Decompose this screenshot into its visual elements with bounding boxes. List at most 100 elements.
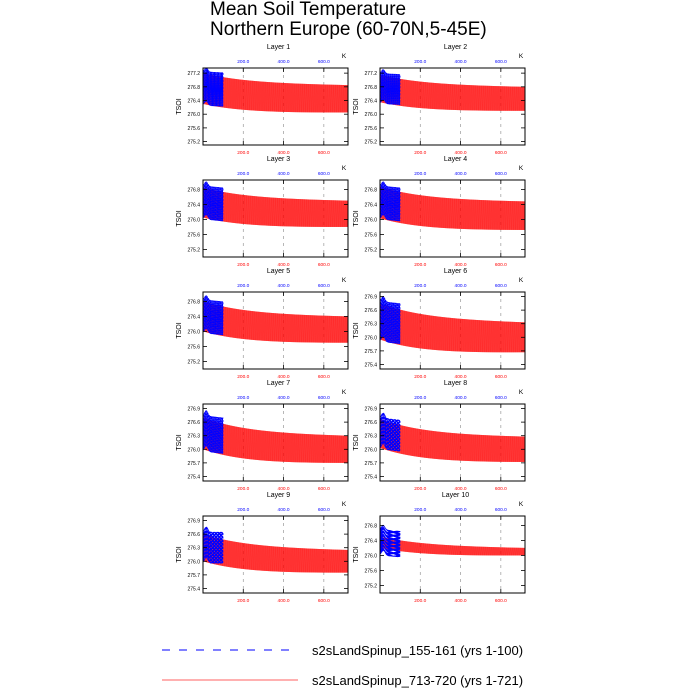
chart-panel-10: Layer 10 K 276.8 276.4 276.0 275.6 275.2 TSOI 20… — [353, 492, 526, 604]
ytick-label: 276.0 — [187, 447, 200, 453]
y-axis-label: TSOI — [176, 434, 183, 450]
chart-panel-9: Layer 9 K 276.9 276.6 276.3 276.0 275.7 275.4 TS… — [176, 492, 349, 604]
series-line-713-720 — [380, 536, 526, 556]
xtick-top-label: 600.0 — [318, 283, 330, 289]
xtick-bottom-label: 200.0 — [237, 598, 249, 604]
series-line-155-161 — [379, 412, 401, 452]
xtick-bottom-label: 400.0 — [278, 150, 290, 156]
xtick-bottom-label: 600.0 — [495, 598, 507, 604]
ytick-label: 276.4 — [187, 314, 200, 320]
xtick-top-label: 600.0 — [495, 395, 507, 401]
xtick-bottom-label: 600.0 — [318, 598, 330, 604]
legend-entry-2: s2sLandSpinup_713-720 (yrs 1-721) — [160, 672, 640, 692]
ytick-label: 275.6 — [187, 232, 200, 238]
chart-panel-6: Layer 6 K 276.9 276.6 276.3 276.0 275.7 275.4 TS… — [353, 268, 526, 380]
plot-frame — [379, 179, 526, 258]
ytick-label: 276.6 — [364, 420, 377, 426]
panel-title: Layer 1 — [267, 44, 290, 51]
ytick-label: 276.8 — [364, 85, 377, 91]
y-axis-label: TSOI — [176, 322, 183, 338]
xtick-bottom-label: 600.0 — [318, 150, 330, 156]
xtick-top-label: 400.0 — [278, 59, 290, 65]
series-line-155-161 — [379, 524, 401, 558]
y-axis-label: TSOI — [353, 434, 360, 450]
xtick-top-label: 600.0 — [318, 59, 330, 65]
ytick-label: 275.6 — [364, 126, 377, 132]
xtick-top-label: 200.0 — [414, 395, 426, 401]
chart-panel-2: Layer 2 K 277.2 276.8 276.4 276.0 275.6 275.2 TS… — [353, 44, 526, 156]
xtick-top-label: 400.0 — [455, 395, 467, 401]
ytick-label: 276.3 — [187, 434, 200, 440]
ytick-label: 276.4 — [187, 202, 200, 208]
ytick-label: 276.8 — [187, 299, 200, 305]
ytick-label: 275.7 — [364, 349, 377, 355]
xtick-top-label: 400.0 — [455, 59, 467, 65]
series-line-713-720 — [203, 417, 349, 463]
xtick-bottom-label: 400.0 — [455, 598, 467, 604]
ytick-label: 276.0 — [187, 112, 200, 118]
top-axis-label: K — [342, 165, 347, 172]
panel-title: Layer 8 — [444, 380, 467, 387]
ytick-label: 276.3 — [364, 322, 377, 328]
top-axis-label: K — [519, 165, 524, 172]
plot-frame — [202, 403, 349, 482]
xtick-bottom-label: 600.0 — [318, 374, 330, 380]
xtick-bottom-label: 200.0 — [414, 150, 426, 156]
series-line-713-720 — [380, 303, 526, 353]
xtick-bottom-label: 200.0 — [414, 486, 426, 492]
ytick-label: 276.0 — [364, 447, 377, 453]
xtick-top-label: 400.0 — [278, 507, 290, 513]
ytick-label: 276.6 — [364, 308, 377, 314]
plot-frame — [202, 515, 349, 594]
xtick-bottom-label: 400.0 — [278, 374, 290, 380]
series-line-713-720 — [203, 534, 349, 573]
xtick-top-label: 600.0 — [318, 171, 330, 177]
xtick-bottom-label: 200.0 — [237, 150, 249, 156]
y-axis-label: TSOI — [353, 210, 360, 226]
ytick-label: 276.3 — [364, 434, 377, 440]
panel-title: Layer 7 — [267, 380, 290, 387]
plot-frame — [379, 515, 526, 594]
legend-label-2: s2sLandSpinup_713-720 (yrs 1-721) — [312, 673, 524, 688]
y-axis-label: TSOI — [353, 322, 360, 338]
series-line-713-720 — [203, 187, 349, 227]
top-axis-label: K — [519, 277, 524, 284]
ytick-label: 275.2 — [187, 359, 200, 365]
ytick-label: 275.2 — [364, 583, 377, 589]
ytick-label: 275.7 — [187, 461, 200, 467]
xtick-bottom-label: 600.0 — [318, 262, 330, 268]
ytick-label: 276.0 — [364, 217, 377, 223]
xtick-top-label: 200.0 — [414, 171, 426, 177]
legend-label-1: s2sLandSpinup_155-161 (yrs 1-100) — [312, 643, 524, 658]
ytick-label: 276.6 — [187, 532, 200, 538]
ytick-label: 276.4 — [364, 202, 377, 208]
y-axis-label: TSOI — [353, 98, 360, 114]
xtick-bottom-label: 400.0 — [278, 598, 290, 604]
plot-frame — [202, 291, 349, 370]
xtick-top-label: 600.0 — [495, 59, 507, 65]
xtick-top-label: 400.0 — [455, 507, 467, 513]
xtick-top-label: 200.0 — [237, 59, 249, 65]
ytick-label: 277.2 — [187, 71, 200, 77]
xtick-bottom-label: 400.0 — [278, 262, 290, 268]
chart-panel-3: Layer 3 K 276.8 276.4 276.0 275.6 275.2 TSOI 200… — [176, 156, 349, 268]
ytick-label: 275.2 — [187, 140, 200, 146]
panel-title: Layer 5 — [267, 268, 290, 275]
xtick-top-label: 600.0 — [495, 283, 507, 289]
xtick-top-label: 200.0 — [414, 59, 426, 65]
series-line-713-720 — [203, 301, 349, 343]
xtick-top-label: 200.0 — [237, 283, 249, 289]
top-axis-label: K — [519, 53, 524, 60]
xtick-bottom-label: 400.0 — [455, 374, 467, 380]
xtick-bottom-label: 600.0 — [495, 374, 507, 380]
ytick-label: 275.7 — [364, 461, 377, 467]
series-line-713-720 — [203, 73, 349, 113]
plot-frame — [379, 403, 526, 482]
chart-panel-1: Layer 1 K 277.2 276.8 276.4 276.0 275.6 275.2 TS… — [176, 44, 349, 156]
chart-panel-8: Layer 8 K 276.9 276.6 276.3 276.0 275.7 275.4 TS… — [353, 380, 526, 492]
series-line-155-161 — [202, 410, 224, 454]
chart-panel-7: Layer 7 K 276.9 276.6 276.3 276.0 275.7 275.4 TS… — [176, 380, 349, 492]
xtick-bottom-label: 600.0 — [495, 262, 507, 268]
xtick-top-label: 400.0 — [455, 283, 467, 289]
xtick-top-label: 400.0 — [278, 283, 290, 289]
